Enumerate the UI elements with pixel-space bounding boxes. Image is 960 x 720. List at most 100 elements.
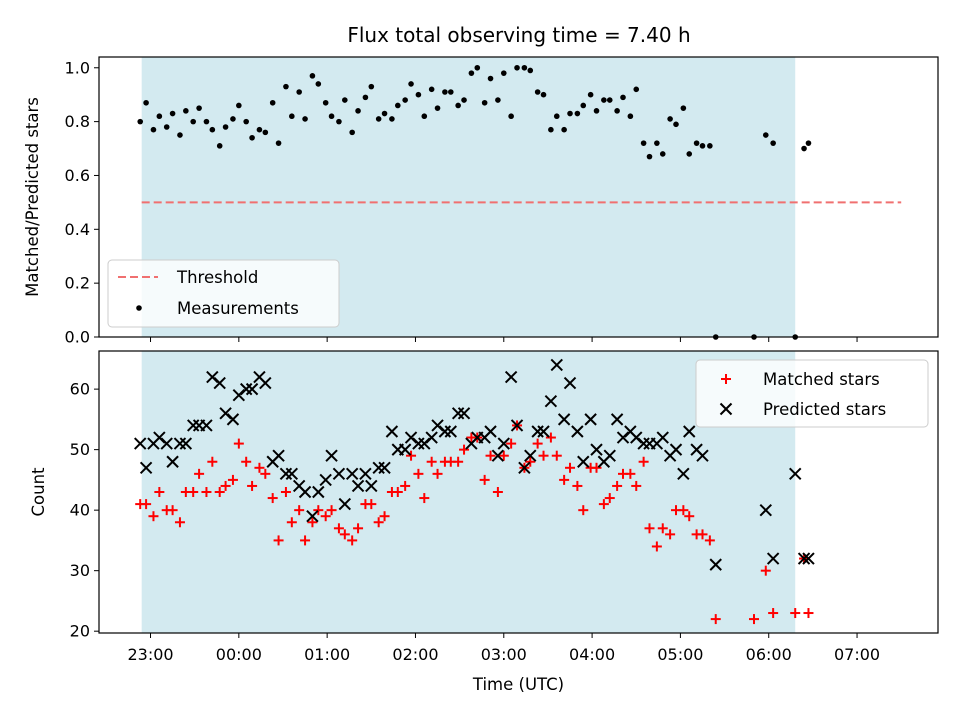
matched-star-point bbox=[227, 474, 238, 485]
matched-star-point bbox=[803, 608, 814, 619]
measurement-point bbox=[256, 126, 263, 133]
matched-star-point bbox=[220, 480, 231, 491]
matched-star-point bbox=[565, 462, 576, 473]
ratio-y-axis-label: Matched/Predicted stars bbox=[23, 97, 42, 297]
matched-star-point bbox=[254, 462, 265, 473]
measurement-point bbox=[500, 70, 507, 76]
matched-star-point bbox=[141, 499, 152, 510]
y-tick-label: 50 bbox=[70, 440, 90, 459]
measurement-points bbox=[137, 64, 812, 340]
measurement-point bbox=[673, 121, 679, 128]
measurement-point bbox=[707, 143, 713, 149]
matched-star-point bbox=[525, 456, 536, 467]
y-tick-label: 1.0 bbox=[65, 58, 90, 77]
measurement-point bbox=[196, 105, 202, 111]
measurement-point bbox=[667, 116, 673, 122]
matched-star-point bbox=[459, 444, 470, 455]
measurement-point bbox=[177, 132, 183, 138]
matched-star-point bbox=[313, 505, 324, 516]
count-panel: 20 30 40 50 60 23:00 00:00 01:00 02:00 03:00 04:0… bbox=[29, 350, 939, 694]
measurement-point bbox=[534, 89, 541, 95]
measurement-point bbox=[190, 118, 197, 125]
measurement-point bbox=[216, 143, 223, 149]
measurement-point bbox=[606, 97, 613, 103]
matched-star-point bbox=[426, 456, 437, 467]
matched-star-point bbox=[604, 493, 615, 504]
x-tick-label: 04:00 bbox=[569, 645, 615, 664]
measurement-point bbox=[693, 140, 700, 146]
x-tick-label: 01:00 bbox=[304, 645, 350, 664]
matched-star-point bbox=[167, 505, 178, 516]
predicted-star-point bbox=[797, 552, 811, 565]
y-tick-label: 0.8 bbox=[65, 112, 90, 131]
matched-star-point bbox=[506, 438, 517, 449]
predicted-star-point bbox=[759, 503, 772, 517]
measurement-point bbox=[296, 89, 302, 95]
predicted-star-point bbox=[677, 467, 690, 481]
measurement-point bbox=[455, 102, 461, 109]
matched-star-point bbox=[453, 456, 464, 467]
matched-star-point bbox=[631, 480, 642, 491]
matched-star-point bbox=[598, 499, 609, 510]
predicted-star-point bbox=[226, 413, 240, 426]
matched-star-point bbox=[188, 487, 199, 497]
measurement-point bbox=[574, 110, 581, 117]
predicted-star-point bbox=[186, 419, 200, 432]
measurement-point bbox=[283, 83, 289, 90]
measurement-point bbox=[699, 143, 706, 149]
legend-measurements-label: Measurements bbox=[177, 299, 299, 318]
measurement-point bbox=[163, 124, 170, 130]
measurement-point bbox=[183, 108, 189, 114]
measurement-point bbox=[434, 105, 441, 111]
matched-star-point bbox=[545, 432, 556, 443]
predicted-star-point bbox=[332, 467, 346, 481]
predicted-star-point bbox=[491, 449, 505, 462]
predicted-star-point bbox=[789, 467, 802, 481]
measurement-point bbox=[805, 140, 812, 146]
predicted-star-point bbox=[134, 437, 147, 450]
predicted-star-point bbox=[166, 455, 179, 468]
legend-predicted-swatch bbox=[719, 402, 733, 416]
ratio-y-axis: 0.0 0.2 0.4 0.6 0.8 1.0 bbox=[65, 58, 99, 347]
measurement-point bbox=[381, 110, 388, 117]
predicted-star-point bbox=[524, 449, 537, 462]
measurement-point bbox=[461, 97, 467, 103]
measurement-point bbox=[770, 140, 776, 146]
measurement-point bbox=[275, 140, 282, 146]
predicted-star-point bbox=[306, 509, 319, 523]
legend-matched-swatch bbox=[721, 374, 731, 384]
matched-star-point bbox=[479, 474, 490, 485]
measurement-point bbox=[587, 91, 594, 98]
measurement-point bbox=[548, 126, 554, 133]
matched-star-point bbox=[373, 517, 384, 528]
predicted-star-point bbox=[319, 473, 332, 487]
measurement-point bbox=[481, 99, 488, 106]
measurement-point bbox=[262, 129, 269, 136]
matched-star-point bbox=[638, 456, 649, 467]
measurement-point bbox=[646, 153, 653, 160]
count-plot-frame bbox=[98, 350, 939, 634]
matched-star-point bbox=[154, 487, 165, 497]
measurement-point bbox=[328, 113, 335, 120]
predicted-star-point bbox=[683, 425, 696, 438]
measurement-point bbox=[659, 151, 666, 157]
predicted-star-point bbox=[338, 497, 352, 511]
predicted-star-point bbox=[398, 443, 412, 456]
measurement-point bbox=[633, 86, 640, 93]
matched-star-point bbox=[400, 480, 411, 491]
measurement-point bbox=[580, 102, 587, 109]
measurement-point bbox=[680, 105, 687, 111]
measurement-point bbox=[421, 113, 428, 120]
legend-predicted-marker bbox=[719, 402, 733, 416]
matched-star-point bbox=[366, 499, 377, 510]
matched-star-point bbox=[704, 535, 715, 546]
matched-star-point bbox=[498, 450, 509, 461]
matched-star-point bbox=[665, 529, 676, 540]
measurement-point bbox=[322, 99, 329, 106]
measurement-point bbox=[236, 102, 242, 109]
measurement-point bbox=[614, 108, 620, 114]
matched-star-point bbox=[326, 505, 337, 516]
predicted-star-point bbox=[359, 467, 372, 481]
measurement-point bbox=[508, 113, 514, 120]
x-tick-label: 06:00 bbox=[746, 645, 792, 664]
